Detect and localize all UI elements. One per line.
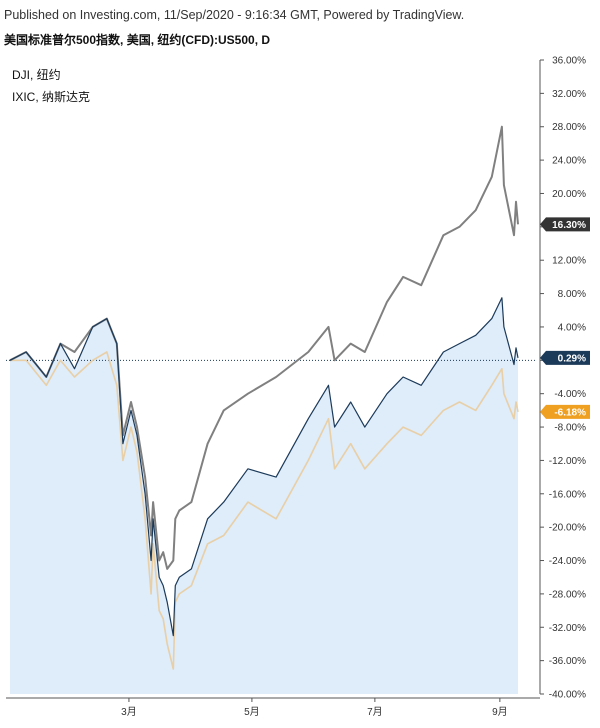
x-tick-label: 5月 xyxy=(244,706,260,718)
legend-item-ixic: IXIC, 纳斯达克 xyxy=(12,90,91,104)
x-tick-label: 3月 xyxy=(121,706,137,718)
last-value-badges: 16.30% 0.29% -6.18% xyxy=(540,217,590,419)
y-tick-label: -40.00% xyxy=(549,690,586,701)
legend-item-dji: DJI, 纽约 xyxy=(12,68,61,82)
y-tick-label: -16.00% xyxy=(549,489,586,500)
series-line-us500 xyxy=(9,297,519,637)
badge-dji-shape xyxy=(540,404,590,419)
y-tick-label: 4.00% xyxy=(558,322,586,333)
badge-ixic-label: 16.30% xyxy=(552,220,586,231)
y-tick-label: 20.00% xyxy=(552,189,586,200)
badge-us500-label: 0.29% xyxy=(558,353,586,364)
y-tick-label: -24.00% xyxy=(549,556,586,567)
y-tick-label: 28.00% xyxy=(552,122,586,133)
badge-dji: -6.18% xyxy=(540,404,590,419)
y-tick-label: -12.00% xyxy=(549,456,586,467)
y-tick-label: 8.00% xyxy=(558,289,586,300)
y-tick-label: -4.00% xyxy=(554,389,586,400)
x-axis: 3月 5月 7月 9月 xyxy=(6,697,540,718)
y-axis: 36.00%32.00%28.00%24.00%20.00%16.00%12.0… xyxy=(539,56,586,701)
y-tick-label: 36.00% xyxy=(552,56,586,67)
chart-title: 美国标准普尔500指数, 美国, 纽约(CFD):US500, D xyxy=(4,33,271,47)
y-tick-label: -8.00% xyxy=(554,423,586,434)
y-tick-label: -32.00% xyxy=(549,623,586,634)
badge-ixic: 16.30% xyxy=(540,217,590,232)
badge-dji-label: -6.18% xyxy=(554,407,586,418)
y-tick-label: 24.00% xyxy=(552,156,586,167)
y-tick-label: 32.00% xyxy=(552,89,586,100)
badge-us500: 0.29% xyxy=(540,350,590,365)
y-tick-label: 12.00% xyxy=(552,256,586,267)
badge-us500-shape xyxy=(540,350,590,365)
plot-area xyxy=(6,125,536,694)
y-tick-label: -28.00% xyxy=(549,589,586,600)
x-tick-label: 9月 xyxy=(492,706,508,718)
series-line-dji xyxy=(10,351,519,670)
published-credit: Published on Investing.com, 11/Sep/2020 … xyxy=(4,8,465,22)
us500-area xyxy=(10,297,518,694)
y-tick-label: -20.00% xyxy=(549,523,586,534)
y-tick-label: -36.00% xyxy=(549,656,586,667)
x-tick-label: 7月 xyxy=(367,706,383,718)
badge-ixic-shape xyxy=(540,217,590,232)
